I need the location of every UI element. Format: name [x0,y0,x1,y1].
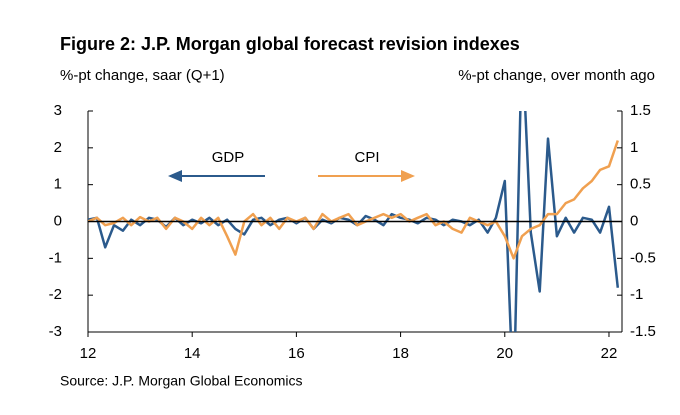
annotation: GDP [212,149,245,166]
x-tick-label: 18 [392,345,409,362]
y2-tick-label: -0.5 [630,249,656,266]
x-tick-label: 22 [601,345,618,362]
chart-title: Figure 2: J.P. Morgan global forecast re… [60,34,520,54]
y-tick-label: -3 [49,323,62,340]
y-tick-label: -1 [49,249,62,266]
annotation: CPI [354,149,379,166]
plot-lines [88,111,620,332]
x-tick-label: 20 [496,345,513,362]
y-tick-label: 2 [54,139,62,156]
y2-tick-label: -1.5 [630,323,656,340]
y2-tick-label: -1 [630,286,643,303]
y-tick-label: -2 [49,286,62,303]
y-tick-label: 3 [54,102,62,119]
y2-tick-label: 1 [630,139,638,156]
y2-tick-label: 0 [630,212,638,229]
x-tick-label: 14 [184,345,201,362]
y-tick-label: 0 [54,212,62,229]
y2-tick-label: 0.5 [630,176,651,193]
y-axis-label: %-pt change, saar (Q+1) [60,67,225,84]
y2-tick-label: 1.5 [630,102,651,119]
x-tick-label: 16 [288,345,305,362]
source: Source: J.P. Morgan Global Economics [60,373,303,389]
y2-axis-label: %-pt change, over month ago [458,67,655,84]
x-tick-label: 12 [80,345,97,362]
arrows [168,170,415,182]
series-line [88,140,619,260]
y-tick-label: 1 [54,176,62,193]
